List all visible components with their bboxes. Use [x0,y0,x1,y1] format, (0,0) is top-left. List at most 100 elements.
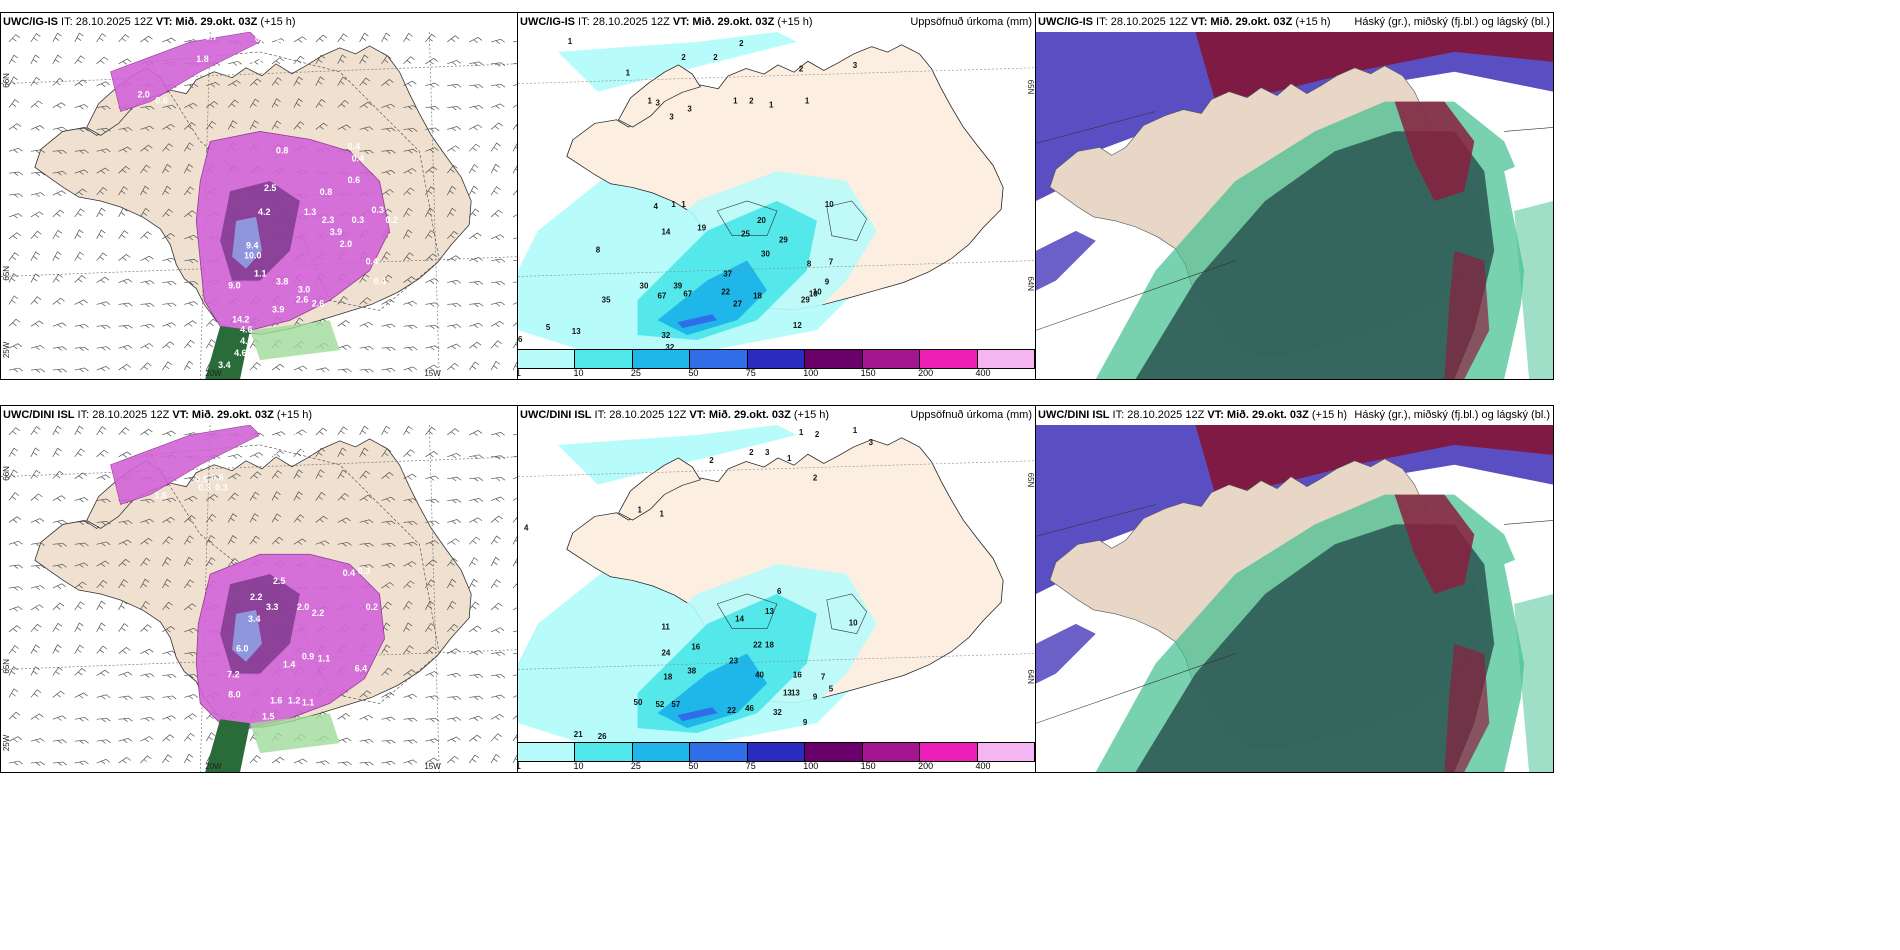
precip-value-label: 67 [683,289,692,298]
wind-value-label: 0.6 [211,473,223,483]
wind-value-label: 1.8 [196,54,208,64]
precip-value-label: 3 [669,112,674,121]
legend-swatch [575,743,633,761]
precip-value-label: 14 [661,228,670,237]
precip-value-label: 1 [659,509,664,518]
wind-value-label: 0.8 [320,187,332,197]
legend-label: 150 [860,368,876,378]
map-panel-igis-wind: UWC/IG-IS IT: 28.10.2025 12Z VT: Mið. 29… [0,12,518,380]
precip-value-label: 19 [697,224,706,233]
precip-value-label: 2 [739,39,744,48]
legend-colorbar [518,349,1035,369]
precip-value-label: 30 [761,250,770,259]
precip-value-label: 18 [753,291,762,300]
precip-value-label: 22 [753,641,762,650]
legend-label: 75 [745,368,756,378]
wind-value-label: 0.6 [348,175,360,185]
panel-header: UWC/DINI ISL IT: 28.10.2025 12Z VT: Mið.… [1,406,517,425]
wind-value-label: 2.5 [273,576,285,586]
wind-value-label: 1.2 [288,695,300,705]
precip-value-label: 30 [640,281,649,290]
legend-swatch [518,350,576,368]
precip-value-label: 29 [779,236,788,245]
legend-swatch [518,743,576,761]
wind-value-label: 0.3 [358,566,370,576]
precip-value-label: 24 [661,649,670,658]
wind-value-label: 0.5 [195,475,207,485]
legend-swatch [805,743,863,761]
wind-value-label: 4.6 [234,348,246,358]
wind-value-label: 3.0 [298,285,310,295]
legend-swatch [747,350,806,368]
axis-label: 25W [2,341,11,358]
precip-value-label: 1 [647,97,652,106]
panel-header: UWC/IG-IS IT: 28.10.2025 12Z VT: Mið. 29… [518,13,1035,32]
axis-label: 64N [1026,669,1035,684]
precip-value-label: 10 [809,289,818,298]
precip-value-label: 2 [709,456,714,465]
precip-value-label: 4 [653,202,658,211]
axis-label: 66N [2,73,11,88]
precip-value-label: 2 [681,53,686,62]
legend-label: 10 [573,761,584,771]
map-area [1036,425,1553,772]
wind-value-label: 2.0 [297,602,309,612]
wind-value-label: 3.8 [276,277,288,287]
precip-value-label: 14 [735,615,744,624]
precip-value-label: 1 [626,69,631,78]
precip-value-label: 1 [769,101,774,110]
precip-value-label: 9 [803,718,808,727]
map-panel-dini-precip: UWC/DINI ISL IT: 28.10.2025 12Z VT: Mið.… [517,405,1036,773]
wind-value-label: 3.9 [330,227,342,237]
precip-value-label: 1 [853,426,858,435]
axis-label: 65N [2,266,11,281]
cloud-map [1036,425,1553,772]
wind-value-label: 0.4 [348,141,360,151]
precip-value-label: 57 [671,700,680,709]
precip-value-label: 9 [825,277,830,286]
legend-label: 1 [518,368,521,378]
axis-label: 66N [2,466,11,481]
precip-value-label: 32 [665,343,674,349]
legend-label: 150 [860,761,876,771]
precip-value-label: 5 [829,684,834,693]
wind-value-label: 3.3 [266,602,278,612]
legend-swatch [690,743,748,761]
wind-value-label: 8.0 [228,689,240,699]
legend-colorbar [518,742,1035,762]
wind-value-label: 0.3 [352,215,364,225]
wind-value-label: 14.2 [232,314,249,324]
legend-swatch [805,350,863,368]
precip-value-label: 50 [634,698,643,707]
wind-value-label: 10.0 [244,251,261,261]
wind-value-label: 6.0 [236,644,248,654]
panel-header: UWC/DINI ISL IT: 28.10.2025 12Z VT: Mið.… [1036,406,1553,425]
wind-value-label: 1.5 [262,711,274,721]
precip-value-label: 4 [524,523,529,532]
wind-value-label: 1.3 [304,207,316,217]
wind-value-label: 3.4 [218,360,230,370]
wind-value-label: 1.0 [276,38,288,48]
wind-value-label: 0.4 [374,277,386,287]
precip-value-label: 3 [853,61,858,70]
legend-swatch [862,350,921,368]
precip-value-label: 3 [869,438,874,447]
precip-value-label: 9 [813,692,818,701]
precip-value-label: 25 [741,230,750,239]
map-panel-dini-wind: UWC/DINI ISL IT: 28.10.2025 12Z VT: Mið.… [0,405,518,773]
precip-value-label: 21 [574,730,583,739]
precip-value-label: 22 [727,706,736,715]
axis-label: 20W [205,369,222,378]
legend-swatch [690,350,748,368]
wind-value-label: 0.4 [352,153,364,163]
axis-label: 65N [1026,473,1035,488]
precip-value-label: 32 [773,708,782,717]
precip-value-label: 39 [673,281,682,290]
precip-legend: 1 10 25 50 75 100 150 200 400 [518,742,1035,772]
precip-value-label: 13 [572,327,581,336]
precip-value-label: 1 [805,97,810,106]
legend-label: 25 [630,368,641,378]
precip-value-label: 12 [793,321,802,330]
wind-value-label: 2.0 [340,239,352,249]
precip-value-label: 20 [757,216,766,225]
